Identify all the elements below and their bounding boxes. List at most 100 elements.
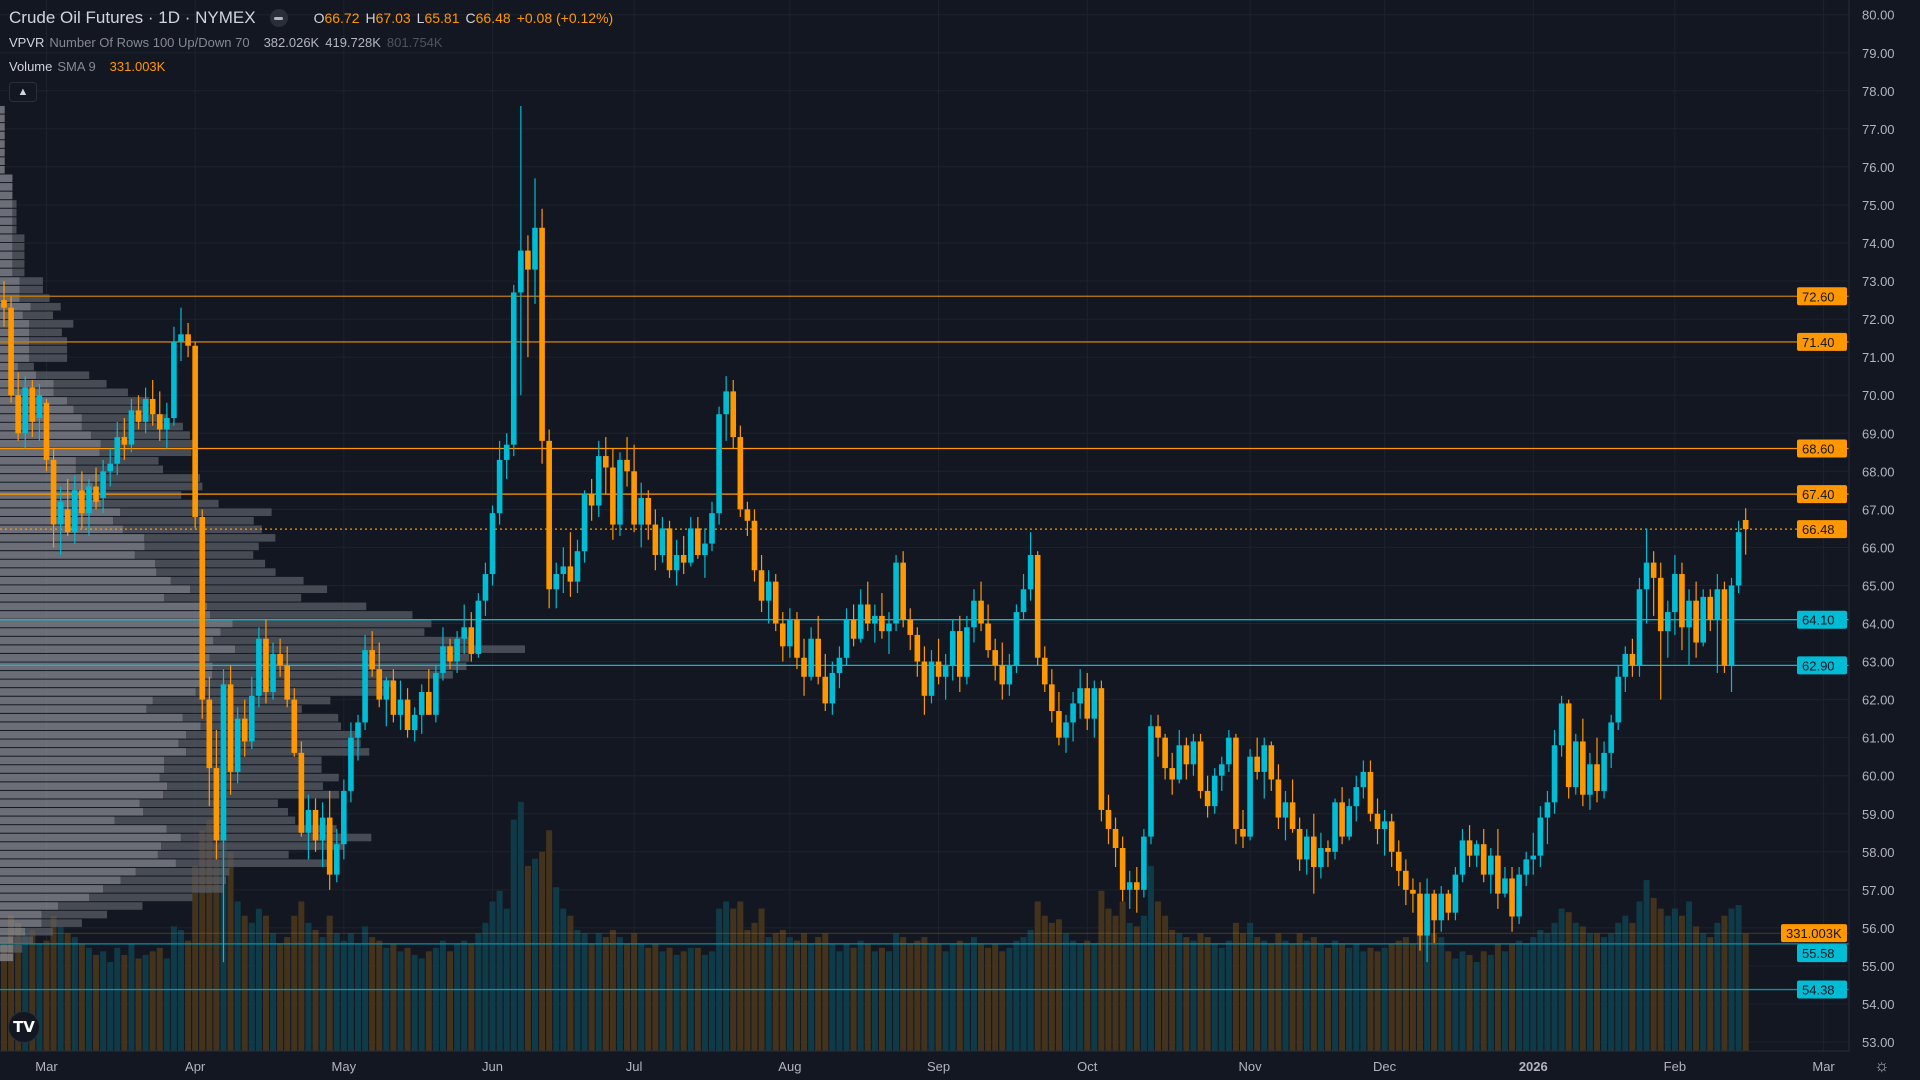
volume-bar — [439, 940, 446, 1051]
price-line-badge-bg — [1797, 287, 1847, 306]
price-line-badge-bg — [1797, 944, 1847, 963]
candle-body — [893, 562, 899, 624]
settings-gear-icon[interactable]: ☼ — [1874, 1056, 1890, 1075]
volume-bar — [1721, 915, 1728, 1051]
vpvr-down-bar — [195, 688, 386, 696]
volume-bar — [114, 947, 121, 1051]
candle-body — [1374, 813, 1381, 829]
volume-bar — [50, 915, 57, 1051]
candle-body — [1601, 752, 1607, 791]
volume-bar — [277, 944, 284, 1051]
y-tick-label: 59.00 — [1862, 807, 1895, 822]
volume-bar — [71, 937, 78, 1051]
candle-body — [1218, 764, 1225, 776]
volume-bar — [1063, 933, 1069, 1051]
x-tick-label: Nov — [1239, 1059, 1263, 1074]
volume-bar — [1537, 929, 1544, 1051]
vpvr-up-bar — [0, 713, 183, 722]
volume-bar — [1225, 940, 1232, 1051]
vpvr-up-bar — [0, 251, 13, 260]
candle-body — [1417, 893, 1423, 936]
volume-bar — [1700, 933, 1707, 1051]
vpvr-up-bar — [0, 457, 76, 465]
vpvr-up-bar — [0, 157, 5, 165]
y-tick-label: 55.00 — [1862, 959, 1895, 974]
vpvr-name[interactable]: VPVR — [9, 34, 45, 50]
candle-body — [1275, 779, 1282, 818]
volume-bar — [1558, 908, 1565, 1051]
candle-body — [957, 631, 963, 677]
volume-bar — [1707, 937, 1714, 1051]
tradingview-logo[interactable]: TV — [8, 1011, 40, 1043]
vpvr-up-bar — [0, 114, 5, 123]
y-tick-label: 73.00 — [1862, 274, 1895, 289]
candle-body — [1721, 589, 1728, 666]
volume-bar — [1, 944, 7, 1051]
vpvr-down-bar — [13, 936, 34, 945]
volume-bar — [850, 947, 857, 1051]
y-tick-label: 69.00 — [1862, 426, 1895, 441]
y-tick-label: 78.00 — [1862, 84, 1895, 99]
open-label: O — [313, 10, 325, 26]
vpvr-down-bar — [207, 679, 395, 688]
volume-legend[interactable]: Volume SMA 9 331.003K — [9, 54, 613, 78]
y-tick-label: 74.00 — [1862, 236, 1895, 251]
candle-body — [567, 566, 574, 582]
candle-body — [638, 497, 644, 525]
volume-bar — [135, 958, 142, 1051]
vpvr-up-bar — [0, 893, 90, 902]
volume-bar — [15, 922, 22, 1051]
volume-bar — [298, 901, 305, 1051]
candle-body — [341, 790, 347, 845]
price-line-badge: 62.90 — [1802, 658, 1835, 673]
vpvr-down-bar — [182, 713, 339, 722]
market-status-icon[interactable] — [269, 9, 288, 27]
horizontal-lines[interactable] — [0, 295, 1849, 991]
candle-body — [1119, 847, 1126, 890]
volume-bar — [262, 915, 269, 1051]
volume-bar — [1360, 951, 1367, 1051]
candle-body — [326, 817, 333, 875]
volume-bar — [85, 947, 92, 1051]
vpvr-down-bar — [12, 234, 25, 242]
vpvr-down-bar — [19, 277, 43, 285]
candle-body — [461, 627, 467, 639]
candle-body — [687, 528, 694, 563]
volume-bar — [1339, 944, 1346, 1051]
volume-bar — [616, 937, 623, 1051]
grid — [0, 0, 1849, 1051]
time-axis[interactable] — [0, 1051, 1920, 1080]
volume-bar — [878, 947, 885, 1051]
volume-bar — [1310, 937, 1317, 1051]
volume-bar — [185, 940, 192, 1051]
candle-body — [220, 684, 227, 841]
volume-bar — [170, 926, 177, 1051]
volume-bar — [907, 944, 914, 1051]
volume-bar — [581, 933, 588, 1051]
candle-body — [1388, 821, 1395, 852]
symbol-title[interactable]: Crude Oil Futures · 1D · NYMEX — [9, 8, 256, 27]
candle-body — [1565, 703, 1572, 788]
price-axis[interactable] — [1849, 0, 1920, 1080]
volume-name[interactable]: Volume — [9, 58, 53, 74]
volume-bar — [270, 933, 277, 1051]
candle-body — [142, 399, 149, 422]
vpvr-legend[interactable]: VPVR Number Of Rows 100 Up/Down 70 382.0… — [9, 30, 613, 54]
candle-body — [645, 497, 652, 525]
volume-bar — [163, 958, 170, 1051]
candle-body — [1700, 596, 1706, 643]
volume-bar — [1070, 940, 1077, 1051]
candle-body — [1056, 711, 1062, 738]
candle-body — [581, 494, 588, 552]
candle-body — [1558, 703, 1565, 746]
collapse-legend-button[interactable]: ▲ — [9, 82, 37, 102]
volume-bar — [128, 944, 135, 1051]
candle-body — [907, 619, 914, 635]
volume-bar — [1657, 908, 1664, 1051]
candle-body — [1693, 600, 1699, 643]
volume-bar — [1636, 901, 1643, 1051]
volume-bar — [1438, 937, 1445, 1051]
y-tick-label: 75.00 — [1862, 198, 1895, 213]
